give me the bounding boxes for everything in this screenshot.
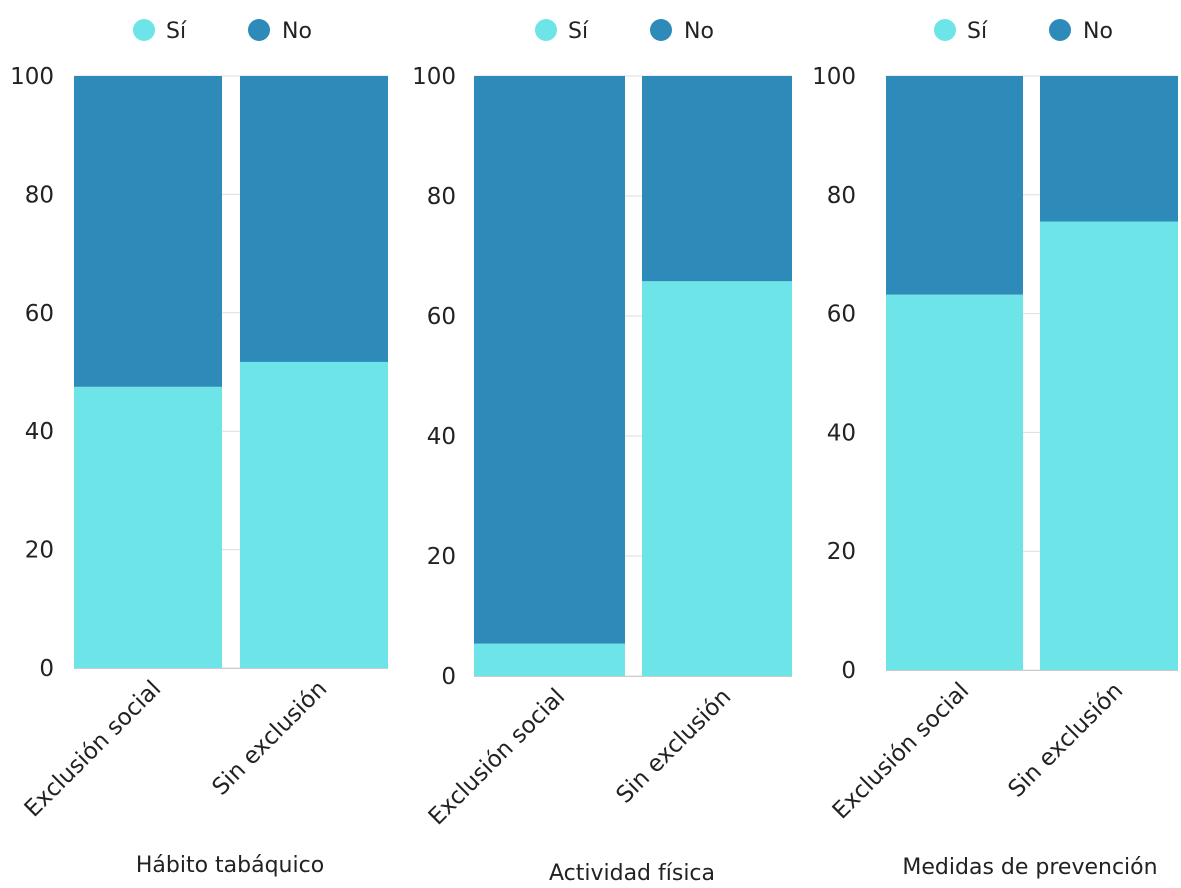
legend: Sí No — [535, 19, 714, 44]
legend-swatch-no — [1049, 19, 1071, 41]
bar-si-exclusion-social — [74, 386, 222, 668]
x-axis-title: Hábito tabáquico — [136, 853, 324, 878]
bar-si-sin-exclusion — [1040, 221, 1178, 670]
y-tick-label: 80 — [427, 184, 456, 210]
y-tick-label: 20 — [25, 538, 54, 564]
legend-label-si: Sí — [166, 19, 187, 44]
bar-no-exclusion-social — [474, 76, 625, 644]
y-tick-label: 40 — [25, 419, 54, 445]
legend-label-no: No — [1083, 19, 1113, 44]
bar-no-sin-exclusion — [240, 76, 388, 362]
y-tick-label: 0 — [841, 658, 856, 684]
legend-label-no: No — [684, 19, 714, 44]
y-tick-label: 0 — [441, 664, 456, 690]
bar-si-exclusion-social — [886, 294, 1023, 670]
chart-panel-actividad-fisica: 0 20 40 60 80 100 Exclusión social Sin exclusió… — [412, 19, 792, 886]
legend-swatch-si — [934, 19, 956, 41]
legend-swatch-no — [650, 19, 672, 41]
bar-si-exclusion-social — [474, 643, 625, 676]
legend-swatch-si — [133, 19, 155, 41]
y-tick-label: 100 — [412, 64, 456, 90]
y-tick-label: 60 — [827, 302, 856, 328]
chart-panel-medidas-prevencion: 0 20 40 60 80 100 Exclusión social Sin exclusió… — [812, 19, 1178, 880]
x-category-label: Exclusión social — [424, 684, 571, 831]
bar-si-sin-exclusion — [642, 281, 792, 676]
y-tick-label: 20 — [827, 539, 856, 565]
legend-swatch-no — [248, 19, 270, 41]
bar-no-exclusion-social — [886, 76, 1023, 295]
legend: Sí No — [133, 19, 312, 44]
y-tick-label: 20 — [427, 544, 456, 570]
chart-panel-habito-tabaquico: 0 20 40 60 80 100 Exclusión social Sin exclusió… — [10, 19, 388, 878]
legend-label-si: Sí — [967, 19, 988, 44]
legend: Sí No — [934, 19, 1113, 44]
x-category-label: Sin exclusión — [1003, 678, 1128, 803]
y-tick-label: 80 — [25, 182, 54, 208]
x-axis-title: Medidas de prevención — [902, 855, 1157, 880]
y-tick-label: 100 — [10, 64, 54, 90]
legend-label-no: No — [282, 19, 312, 44]
y-tick-label: 0 — [39, 656, 54, 682]
x-category-label: Sin exclusión — [611, 684, 736, 809]
y-tick-label: 80 — [827, 183, 856, 209]
x-category-label: Exclusión social — [828, 678, 975, 825]
x-category-label: Exclusión social — [20, 676, 167, 823]
legend-swatch-si — [535, 19, 557, 41]
bar-no-sin-exclusion — [642, 76, 792, 282]
legend-label-si: Sí — [568, 19, 589, 44]
x-category-label: Sin exclusión — [207, 676, 332, 801]
y-tick-label: 60 — [25, 301, 54, 327]
y-tick-label: 40 — [427, 424, 456, 450]
bar-si-sin-exclusion — [240, 361, 388, 668]
y-tick-label: 60 — [427, 304, 456, 330]
y-tick-label: 40 — [827, 420, 856, 446]
y-tick-label: 100 — [812, 64, 856, 90]
bar-no-exclusion-social — [74, 76, 222, 387]
x-axis-title: Actividad física — [549, 861, 715, 886]
bar-no-sin-exclusion — [1040, 76, 1178, 222]
